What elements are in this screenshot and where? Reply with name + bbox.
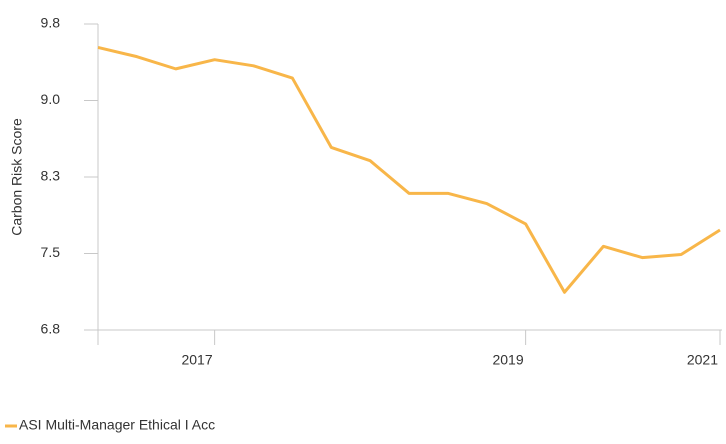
- y-tick-label: 6.8: [41, 321, 61, 337]
- x-tick-label: 2019: [492, 352, 523, 368]
- legend-label: ASI Multi-Manager Ethical I Acc: [19, 417, 215, 433]
- data-line: [97, 46, 721, 294]
- y-tick-label: 8.3: [41, 168, 61, 184]
- y-axis-label: Carbon Risk Score: [9, 118, 25, 236]
- y-tick-label: 9.0: [41, 91, 61, 107]
- y-tick-label: 7.5: [41, 244, 61, 260]
- y-tick-label: 9.8: [41, 15, 61, 31]
- x-tick-label: 2021: [687, 352, 718, 368]
- x-tick-label: 2017: [181, 352, 212, 368]
